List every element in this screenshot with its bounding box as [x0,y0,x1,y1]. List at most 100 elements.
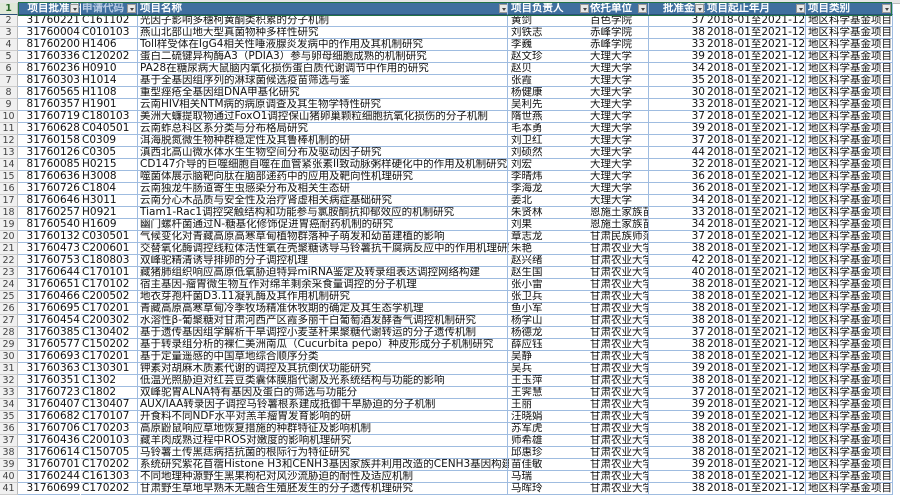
cell-approval-number[interactable]: 31760363 [18,363,80,375]
row-number[interactable]: 37 [0,435,18,447]
cell-principal-investigator[interactable]: 张霞 [507,75,590,87]
cell-approved-amount[interactable]: 36 [648,171,705,183]
cell-application-code[interactable]: H3011 [81,195,137,207]
cell-principal-investigator[interactable]: 王霁慧 [507,387,590,399]
row-number[interactable]: 31 [0,363,18,375]
cell-approved-amount[interactable]: 39 [648,363,705,375]
cell-institution[interactable]: 甘肃农业大学 [589,291,648,303]
cell-approved-amount[interactable]: 37 [648,135,705,147]
cell-project-category[interactable]: 地区科学基金项目 [805,279,893,291]
cell-principal-investigator[interactable]: 吴利先 [507,99,590,111]
cell-project-name[interactable]: 蛋白二硫键异构酶A3（PDIA3）参与卵母细胞成熟的机制研究 [137,51,509,63]
cell-application-code[interactable]: C0305 [81,147,137,159]
cell-institution[interactable]: 甘肃农业大学 [589,423,648,435]
cell-approved-amount[interactable]: 38 [648,243,705,255]
cell-principal-investigator[interactable]: 黄剑 [507,15,590,27]
cell-approval-number[interactable]: 31760682 [18,411,80,423]
cell-approval-number[interactable]: 31760466 [18,291,80,303]
cell-principal-investigator[interactable]: 张卫兵 [507,291,590,303]
cell-project-period[interactable]: 2018-01至2021-12 [705,231,806,243]
cell-project-period[interactable]: 2018-01至2021-12 [705,447,806,459]
row-number[interactable]: 20 [0,231,18,243]
cell-project-period[interactable]: 2018-01至2021-12 [705,171,806,183]
cell-project-period[interactable]: 2018-01至2021-12 [705,51,806,63]
header-institution[interactable]: 依托单位 [589,3,648,15]
cell-institution[interactable]: 甘肃农业大学 [589,315,648,327]
cell-approved-amount[interactable]: 34 [648,63,705,75]
cell-approved-amount[interactable]: 38 [648,279,705,291]
row-number[interactable]: 4 [0,39,18,51]
cell-approval-number[interactable]: 31760158 [18,135,80,147]
cell-institution[interactable]: 大理大学 [589,111,648,123]
cell-project-category[interactable]: 地区科学基金项目 [805,15,893,27]
cell-approval-number[interactable]: 31760644 [18,267,80,279]
cell-institution[interactable]: 大理大学 [589,63,648,75]
cell-institution[interactable]: 大理大学 [589,171,648,183]
cell-approval-number[interactable]: 31760726 [18,183,80,195]
cell-approved-amount[interactable]: 35 [648,75,705,87]
filter-dropdown-icon[interactable] [580,4,589,13]
cell-institution[interactable]: 甘肃农业大学 [589,387,648,399]
cell-application-code[interactable]: C130301 [81,363,137,375]
row-number[interactable]: 2 [0,15,18,27]
row-number[interactable]: 9 [0,99,18,111]
cell-project-name[interactable]: 美洲大蠊提取物通过FoxO1调控保山猪卵巢颗粒细胞抗氧化损伤的分子机制 [137,111,509,123]
cell-approved-amount[interactable]: 32 [648,159,705,171]
cell-project-name[interactable]: 基于转录组分析的裸仁美洲南瓜（Cucurbita pepo）种皮形成分子机制研究 [137,339,509,351]
cell-project-period[interactable]: 2018-01至2021-12 [705,207,806,219]
cell-principal-investigator[interactable]: 邱惠珍 [507,447,590,459]
cell-project-category[interactable]: 地区科学基金项目 [805,375,893,387]
cell-approval-number[interactable]: 31760577 [18,339,80,351]
cell-project-period[interactable]: 2018-01至2021-12 [705,279,806,291]
cell-project-name[interactable]: Toll样受体在IgG4相关性唾液腺炎发病中的作用及其机制研究 [137,39,509,51]
cell-institution[interactable]: 大理大学 [589,183,648,195]
cell-application-code[interactable]: C200103 [81,435,137,447]
cell-approval-number[interactable]: 31760614 [18,447,80,459]
cell-project-category[interactable]: 地区科学基金项目 [805,231,893,243]
cell-project-period[interactable]: 2018-01至2021-12 [705,387,806,399]
cell-approved-amount[interactable]: 34 [648,195,705,207]
cell-project-period[interactable]: 2018-01至2021-12 [705,195,806,207]
cell-application-code[interactable]: C170201 [81,351,137,363]
cell-project-name[interactable]: 地衣芽孢杆菌D3.11凝乳酶及其作用机制研究 [137,291,509,303]
cell-project-category[interactable]: 地区科学基金项目 [805,435,893,447]
cell-project-category[interactable]: 地区科学基金项目 [805,471,893,483]
cell-approval-number[interactable]: 81760636 [18,171,80,183]
cell-project-name[interactable]: 双峰驼精清诱导排卵的分子调控机理 [137,255,509,267]
cell-principal-investigator[interactable]: 赵生国 [507,267,590,279]
cell-application-code[interactable]: H1108 [81,87,137,99]
cell-principal-investigator[interactable]: 刘宏 [507,159,590,171]
cell-project-category[interactable]: 地区科学基金项目 [805,459,893,471]
cell-institution[interactable]: 甘肃农业大学 [589,399,648,411]
cell-application-code[interactable]: C1302 [81,375,137,387]
cell-principal-investigator[interactable]: 李海龙 [507,183,590,195]
cell-principal-investigator[interactable]: 张小雷 [507,279,590,291]
cell-project-name[interactable]: 水溶性β-葡聚糖对甘肃河西产区霞多丽干白葡萄酒发酵香气调控机制研究 [137,315,509,327]
row-number[interactable]: 16 [0,183,18,195]
filter-dropdown-icon[interactable] [127,4,136,13]
cell-project-category[interactable]: 地区科学基金项目 [805,183,893,195]
row-number[interactable]: 27 [0,315,18,327]
cell-project-name[interactable]: 藏羊肉成熟过程中ROS对嫩度的影响机理研究 [137,435,509,447]
filter-dropdown-icon[interactable] [695,4,704,13]
cell-approved-amount[interactable]: 37 [648,15,705,27]
cell-project-name[interactable]: PA28在糖尿病大鼠脑内氧化损伤蛋白质代谢调节中作用的研究 [137,63,509,75]
cell-approved-amount[interactable]: 38 [648,471,705,483]
row-number[interactable]: 39 [0,459,18,471]
cell-project-category[interactable]: 地区科学基金项目 [805,255,893,267]
cell-project-category[interactable]: 地区科学基金项目 [805,423,893,435]
cell-application-code[interactable]: H3008 [81,171,137,183]
filter-dropdown-icon[interactable] [882,4,891,13]
cell-project-period[interactable]: 2018-01至2021-12 [705,291,806,303]
cell-approval-number[interactable]: 31760244 [18,471,80,483]
cell-principal-investigator[interactable]: 毛本勇 [507,123,590,135]
cell-project-period[interactable]: 2018-01至2021-12 [705,435,806,447]
row-number[interactable]: 19 [0,219,18,231]
cell-institution[interactable]: 甘肃农业大学 [589,459,648,471]
cell-approval-number[interactable]: 31760004 [18,27,80,39]
cell-approved-amount[interactable]: 39 [648,51,705,63]
cell-project-period[interactable]: 2018-01至2021-12 [705,471,806,483]
cell-approved-amount[interactable]: 33 [648,39,705,51]
cell-application-code[interactable]: H1901 [81,99,137,111]
cell-institution[interactable]: 甘肃农业大学 [589,243,648,255]
